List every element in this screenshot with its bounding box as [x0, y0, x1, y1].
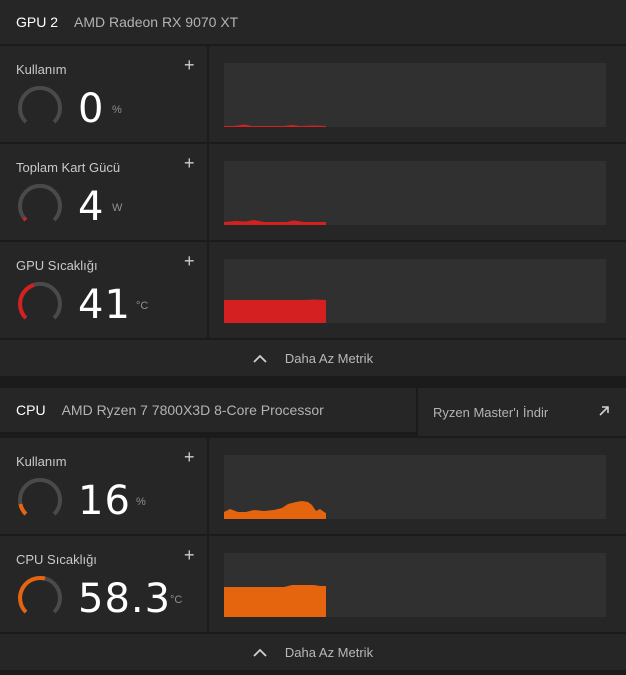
cpu-usage-panel: Kullanım + 16 % [0, 438, 207, 534]
gpu-name: AMD Radeon RX 9070 XT [74, 14, 239, 30]
chart-area [224, 585, 326, 617]
metric-unit: % [136, 496, 146, 508]
metric-unit: % [112, 104, 122, 116]
metric-value: 16 [78, 478, 131, 524]
gauge-icon [18, 575, 62, 614]
power-chart [224, 161, 606, 225]
cpu-usage-chart-panel [209, 438, 626, 534]
metric-unit: W [112, 202, 123, 214]
chart-area [224, 299, 326, 323]
plus-icon[interactable]: + [184, 251, 195, 271]
gpu-usage-chart-panel [209, 46, 626, 142]
usage-chart [224, 63, 606, 127]
gpu-power-chart-panel [209, 144, 626, 240]
temp-chart [224, 259, 606, 323]
cpu-tag: CPU [16, 402, 46, 418]
ryzen-master-label: Ryzen Master'ı İndir [433, 404, 549, 420]
cpu-temp-panel: CPU Sıcaklığı + 58.3 °C [0, 536, 207, 632]
metric-value: 4 [78, 184, 105, 230]
cpu-temp-chart-panel [209, 536, 626, 632]
metric-label: CPU Sıcaklığı [16, 552, 97, 567]
gpu-temp-panel: GPU Sıcaklığı + 41 °C [0, 242, 207, 338]
metric-label: GPU Sıcaklığı [16, 258, 98, 273]
gpu-usage-panel: Kullanım + 0 % [0, 46, 207, 142]
usage-chart [224, 455, 606, 519]
gpu-temp-chart-panel [209, 242, 626, 338]
metric-label: Toplam Kart Gücü [16, 160, 121, 175]
gpu-header: GPU 2 AMD Radeon RX 9070 XT [0, 0, 626, 44]
temp-chart [224, 553, 606, 617]
gauge-icon [18, 281, 62, 320]
plus-icon[interactable]: + [184, 153, 195, 173]
chart-area [224, 501, 326, 519]
chart-area [224, 124, 326, 127]
cpu-header: CPU AMD Ryzen 7 7800X3D 8-Core Processor [0, 388, 416, 432]
chevron-up-icon [253, 350, 267, 366]
plus-icon[interactable]: + [184, 447, 195, 467]
cpu-less-metrics-button[interactable]: Daha Az Metrik [0, 634, 626, 670]
plus-icon[interactable]: + [184, 55, 195, 75]
metric-value: 41 [78, 282, 131, 328]
metric-label: Kullanım [16, 62, 67, 77]
gauge-icon [18, 85, 62, 124]
gauge-icon [18, 477, 62, 516]
metric-value: 0 [78, 86, 105, 132]
metric-label: Kullanım [16, 454, 67, 469]
metric-unit: °C [136, 300, 149, 312]
gpu-power-panel: Toplam Kart Gücü + 4 W [0, 144, 207, 240]
gpu-less-metrics-button[interactable]: Daha Az Metrik [0, 340, 626, 376]
plus-icon[interactable]: + [184, 545, 195, 565]
gauge-icon [18, 183, 62, 222]
ryzen-master-download-button[interactable]: Ryzen Master'ı İndir [418, 388, 626, 436]
metric-value: 58.3 [78, 576, 172, 622]
less-metrics-label: Daha Az Metrik [284, 644, 374, 660]
cpu-name: AMD Ryzen 7 7800X3D 8-Core Processor [61, 402, 324, 418]
metric-unit: °C [170, 594, 183, 606]
arrow-up-right-icon [599, 406, 609, 416]
gpu-tag: GPU 2 [16, 14, 59, 30]
less-metrics-label: Daha Az Metrik [284, 350, 374, 366]
chevron-up-icon [253, 644, 267, 660]
chart-area [224, 220, 326, 225]
